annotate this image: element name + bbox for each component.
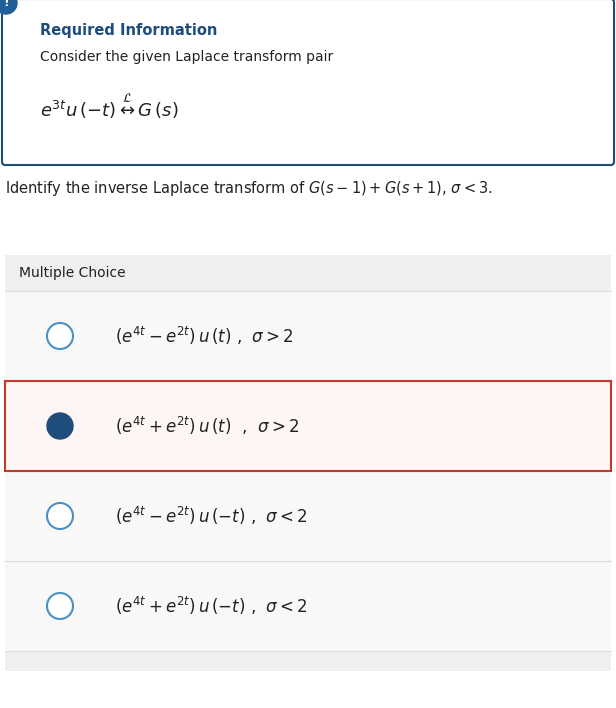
FancyBboxPatch shape	[5, 561, 611, 651]
FancyBboxPatch shape	[5, 381, 611, 471]
FancyBboxPatch shape	[5, 651, 611, 671]
FancyBboxPatch shape	[2, 0, 614, 165]
Text: $(e^{4t}+e^{2t})\,u\,(t)$  ,  $\sigma > 2$: $(e^{4t}+e^{2t})\,u\,(t)$ , $\sigma > 2$	[115, 415, 299, 437]
Text: Required Information: Required Information	[40, 23, 217, 38]
Text: Identify the inverse Laplace transform of $G(s-1)+G(s+1)$, $\sigma < 3$.: Identify the inverse Laplace transform o…	[5, 178, 493, 198]
Circle shape	[47, 323, 73, 349]
FancyBboxPatch shape	[5, 471, 611, 561]
FancyBboxPatch shape	[5, 291, 611, 381]
Text: !: !	[3, 0, 9, 9]
Circle shape	[47, 593, 73, 619]
Circle shape	[47, 413, 73, 439]
Circle shape	[47, 503, 73, 529]
Circle shape	[0, 0, 17, 14]
Text: Multiple Choice: Multiple Choice	[19, 266, 126, 280]
Text: $(e^{4t}-e^{2t})\,u\,(-t)$ ,  $\sigma < 2$: $(e^{4t}-e^{2t})\,u\,(-t)$ , $\sigma < 2…	[115, 505, 308, 527]
Text: Consider the given Laplace transform pair: Consider the given Laplace transform pai…	[40, 50, 333, 64]
Text: $(e^{4t}-e^{2t})\,u\,(t)$ ,  $\sigma > 2$: $(e^{4t}-e^{2t})\,u\,(t)$ , $\sigma > 2$	[115, 325, 294, 347]
FancyBboxPatch shape	[5, 255, 611, 671]
Text: $(e^{4t}+e^{2t})\,u\,(-t)$ ,  $\sigma < 2$: $(e^{4t}+e^{2t})\,u\,(-t)$ , $\sigma < 2…	[115, 595, 308, 617]
Text: $e^{3t}u\,(-t) \overset{\mathcal{L}}{\leftrightarrow} G\,(s)$: $e^{3t}u\,(-t) \overset{\mathcal{L}}{\le…	[40, 92, 179, 122]
